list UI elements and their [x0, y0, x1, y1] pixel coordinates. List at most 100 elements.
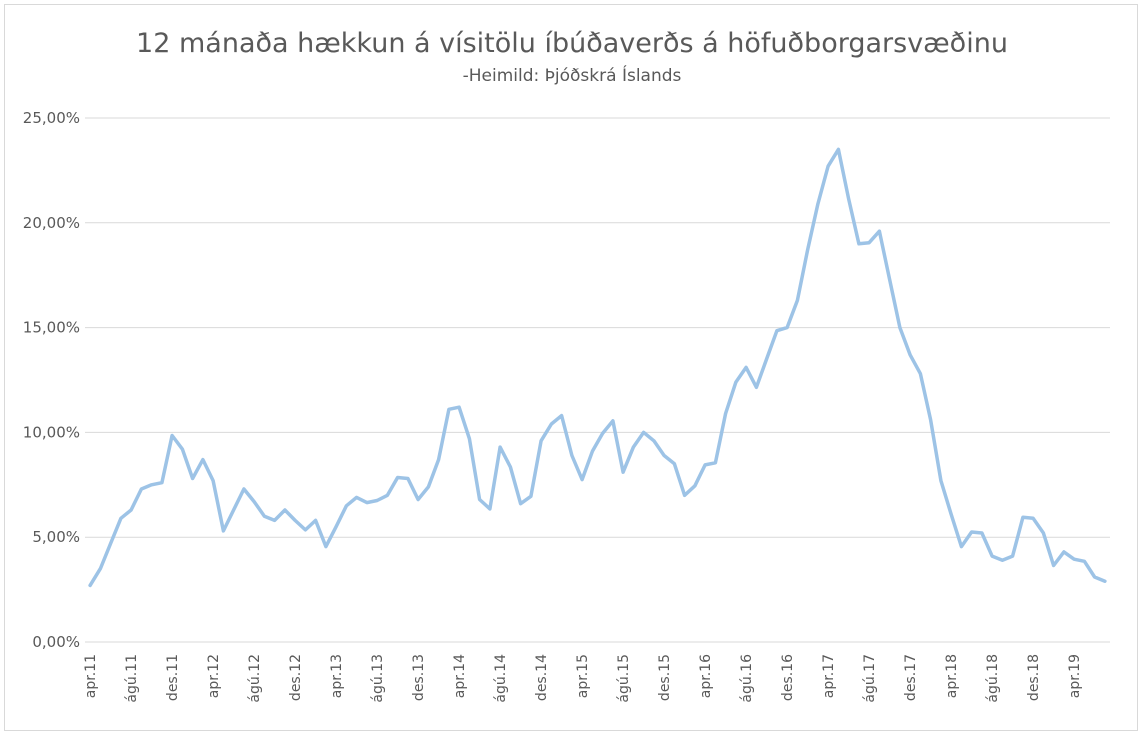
data-point — [1103, 580, 1107, 583]
data-point — [314, 519, 317, 522]
x-tick-label: des.13 — [411, 654, 427, 701]
data-point — [857, 242, 861, 245]
data-point — [949, 512, 953, 516]
data-point — [601, 432, 604, 435]
data-point — [468, 437, 471, 440]
data-point — [263, 515, 266, 518]
data-point — [252, 500, 256, 503]
plot-area — [88, 147, 1107, 588]
data-point — [304, 528, 307, 532]
data-point — [980, 531, 984, 535]
data-point — [919, 372, 922, 375]
x-tick-label: ágú.13 — [370, 654, 386, 703]
data-point — [847, 197, 850, 200]
data-point — [129, 508, 133, 512]
data-point — [570, 454, 574, 457]
data-point — [990, 554, 994, 558]
data-point — [703, 463, 707, 467]
x-tick-label: ágú.15 — [616, 654, 632, 703]
y-tick-label: 5,00% — [32, 528, 80, 546]
data-point — [775, 329, 779, 332]
x-tick-label: des.16 — [780, 654, 796, 701]
data-point — [181, 447, 184, 451]
data-point — [652, 439, 656, 442]
x-tick-label: apr.17 — [821, 654, 837, 698]
data-point — [611, 419, 615, 423]
data-point — [386, 494, 389, 497]
data-point — [755, 386, 758, 389]
data-point — [416, 498, 420, 501]
data-point — [673, 462, 676, 466]
data-point — [1052, 564, 1055, 567]
x-tick-label: des.11 — [165, 654, 181, 701]
data-point — [119, 517, 123, 520]
data-point — [457, 406, 461, 409]
data-point — [632, 445, 635, 449]
data-point — [498, 445, 502, 449]
y-tick-label: 15,00% — [23, 319, 80, 337]
data-point — [826, 165, 830, 168]
data-point — [222, 529, 225, 533]
data-point — [345, 504, 348, 507]
x-tick-label: apr.16 — [698, 654, 714, 698]
data-point — [293, 519, 297, 522]
data-point — [560, 414, 563, 417]
chart-title: 12 mánaða hækkun á vísitölu íbúðaverðs á… — [136, 28, 1008, 59]
data-point — [160, 481, 164, 484]
data-point — [785, 326, 789, 329]
data-point — [529, 495, 533, 498]
y-axis: 0,00% 5,00% 10,00% 15,00% 20,00% 25,00% — [23, 109, 80, 651]
x-tick-label: apr.13 — [329, 654, 345, 698]
data-point — [478, 498, 481, 501]
data-point — [621, 471, 625, 474]
data-point — [1031, 517, 1035, 520]
y-tick-label: 0,00% — [32, 633, 80, 651]
data-point — [1062, 550, 1066, 554]
data-point — [1001, 559, 1004, 562]
data-point — [662, 454, 666, 457]
data-point — [1011, 554, 1014, 558]
data-point — [888, 278, 891, 281]
x-tick-label: ágú.14 — [493, 654, 509, 703]
data-point — [201, 458, 205, 461]
data-point — [970, 530, 973, 534]
data-point — [806, 248, 809, 252]
x-tick-label: apr.11 — [83, 654, 99, 698]
x-tick-label: ágú.18 — [985, 654, 1001, 703]
data-point — [796, 299, 799, 302]
chart-frame — [4, 4, 1138, 731]
data-point — [908, 353, 912, 357]
data-point — [324, 545, 328, 548]
data-point — [88, 584, 92, 587]
data-point — [939, 479, 943, 482]
data-point — [427, 485, 430, 489]
data-point — [1042, 531, 1045, 535]
data-point — [539, 439, 543, 442]
data-point — [724, 412, 727, 415]
data-point — [232, 508, 235, 512]
data-point — [365, 501, 369, 504]
data-point — [1093, 575, 1096, 579]
data-point — [1083, 560, 1086, 563]
data-point — [765, 357, 768, 361]
data-point — [334, 525, 338, 528]
data-point — [744, 366, 748, 369]
data-point — [867, 241, 871, 244]
data-point — [211, 479, 215, 482]
gridlines — [85, 117, 1110, 643]
data-point — [437, 458, 440, 461]
x-axis: apr.11 ágú.11 des.11 apr.12 ágú.12 des.12 apr.… — [83, 654, 1083, 703]
data-point — [406, 477, 410, 480]
data-point — [642, 431, 645, 434]
data-point — [878, 229, 881, 233]
data-point — [375, 499, 379, 502]
data-point — [488, 507, 492, 511]
data-point — [519, 502, 522, 505]
data-point — [816, 202, 820, 206]
y-tick-label: 10,00% — [23, 423, 80, 441]
x-tick-label: ágú.17 — [862, 654, 878, 703]
data-point — [1021, 516, 1025, 519]
data-point — [170, 434, 174, 437]
x-tick-label: apr.14 — [452, 654, 468, 698]
